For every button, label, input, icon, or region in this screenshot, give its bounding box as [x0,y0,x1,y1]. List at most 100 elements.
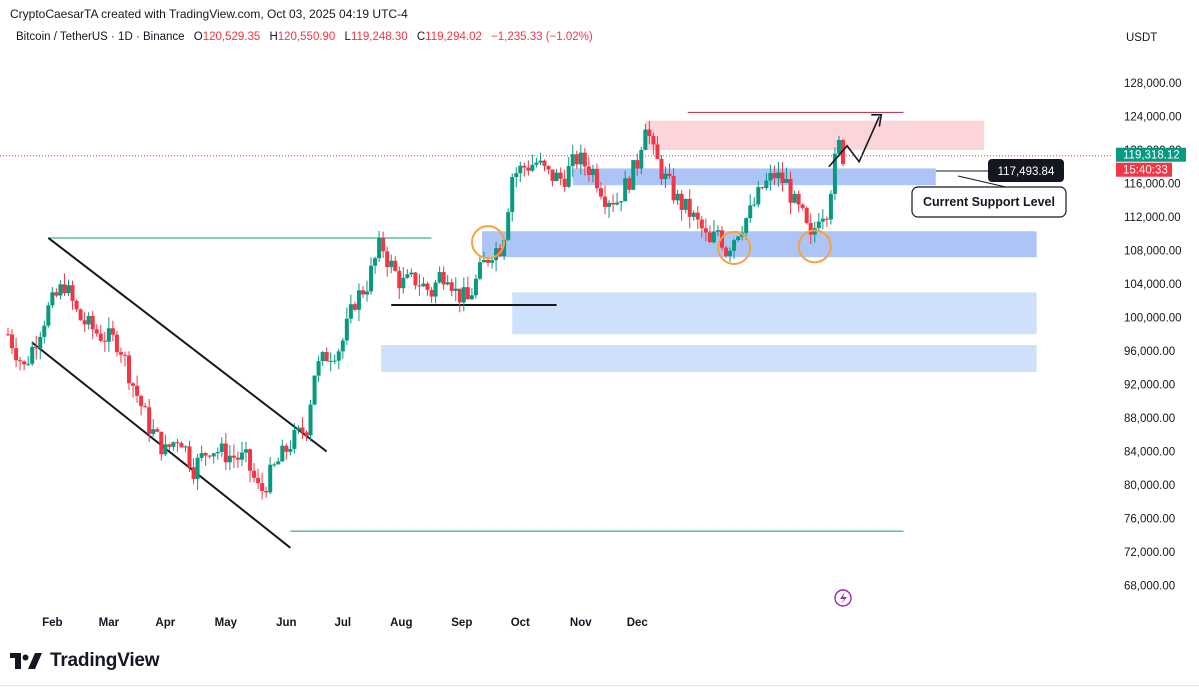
tradingview-logo[interactable]: TradingView [10,650,160,672]
candle-body [175,442,180,444]
candle-body [203,453,208,456]
candle-body [490,260,495,263]
candle-body [808,223,813,235]
candle-body [715,230,720,232]
candle-body [562,178,567,187]
candle-body [381,238,386,252]
open-value: 120,529.35 [202,31,261,43]
y-tick-label: 104,000.00 [1124,279,1182,291]
candle-body [147,407,152,434]
candle-body [659,158,664,179]
x-tick-label: Jul [334,617,351,629]
candle-body [453,288,458,291]
candle-body [469,295,474,300]
annotation-price-box [988,158,1064,182]
x-tick-label: Dec [627,617,649,629]
countdown-tag [1116,162,1172,177]
candle-body [760,187,765,189]
candle-body [707,232,712,243]
candle-body [768,173,773,181]
candle-body [102,340,107,342]
candle-body [195,457,200,479]
x-tick-label: Sep [451,617,472,629]
candle-body [554,172,559,182]
y-tick-label: 100,000.00 [1124,313,1182,325]
candle-body [30,346,35,364]
brand-name: TradingView [50,650,160,671]
open-label: O [193,31,203,43]
candle-body [699,219,704,229]
candle-body [502,239,507,257]
y-tick-label: 84,000.00 [1124,447,1175,459]
candle-body [231,455,236,458]
candle-body [832,153,837,194]
candle-body [211,453,216,457]
arrow-head [871,114,883,127]
candle-body [328,360,333,362]
candle-body [6,334,10,336]
candle-body [127,355,132,384]
candle-body [841,140,845,165]
candle-body [615,202,620,205]
candle-body [163,444,168,455]
candle-body [619,201,624,203]
y-tick-label: 112,000.00 [1124,212,1181,224]
candle-body [268,464,273,493]
currency-label[interactable]: USDT [1126,32,1158,44]
candle-body [728,250,733,257]
candle-body [26,363,31,365]
candle-body [356,290,361,310]
candle-body [10,334,15,349]
y-tick-label: 108,000.00 [1124,246,1182,258]
candle-body [360,290,365,295]
symbol-name[interactable]: Bitcoin / TetherUS · 1D · Binance [16,31,185,43]
candle-body [143,406,148,408]
y-tick-label: 116,000.00 [1124,179,1181,191]
candle-body [477,262,482,279]
candle-body [304,432,309,436]
candle-body [445,282,450,285]
candle-body [655,144,660,159]
candle-body [34,346,39,349]
candle-body [457,288,462,303]
candle-body [50,292,55,306]
candle-body [651,136,656,145]
support-zone-mid [512,292,1037,335]
callout-text: Current Support Level [923,195,1055,209]
candle-body [679,193,684,210]
close-value: 119,294.02 [425,31,482,43]
candle-body [118,352,123,355]
highlight-circle [797,229,832,264]
candle-body [252,470,257,478]
candle-body [635,160,640,169]
footer-divider [0,685,1199,686]
candle-body [284,445,289,452]
candle-body [429,290,434,297]
candle-body [623,178,628,202]
candle-body [405,274,410,278]
candle-body [122,354,127,356]
x-tick-label: Mar [99,617,120,629]
annotation-price: 117,493.84 [998,166,1055,178]
candle-body [788,179,793,203]
candle-body [248,449,253,471]
y-tick-label: 88,000.00 [1124,413,1175,425]
candle-body [110,328,115,335]
candle-body [627,178,632,190]
candle-body [514,173,519,178]
candle-body [344,318,349,341]
x-tick-label: Oct [511,617,530,629]
candle-body [86,315,91,325]
y-tick-label: 76,000.00 [1124,514,1175,526]
candle-body [461,287,466,303]
x-tick-label: Apr [155,617,175,629]
candle-body [179,443,184,448]
x-tick-label: Feb [42,617,62,629]
candle-body [611,202,616,205]
y-tick-label: 80,000.00 [1124,480,1175,492]
candle-body [671,176,676,201]
candle-body [792,193,797,203]
candle-body [736,236,741,241]
candle-body [90,315,95,330]
